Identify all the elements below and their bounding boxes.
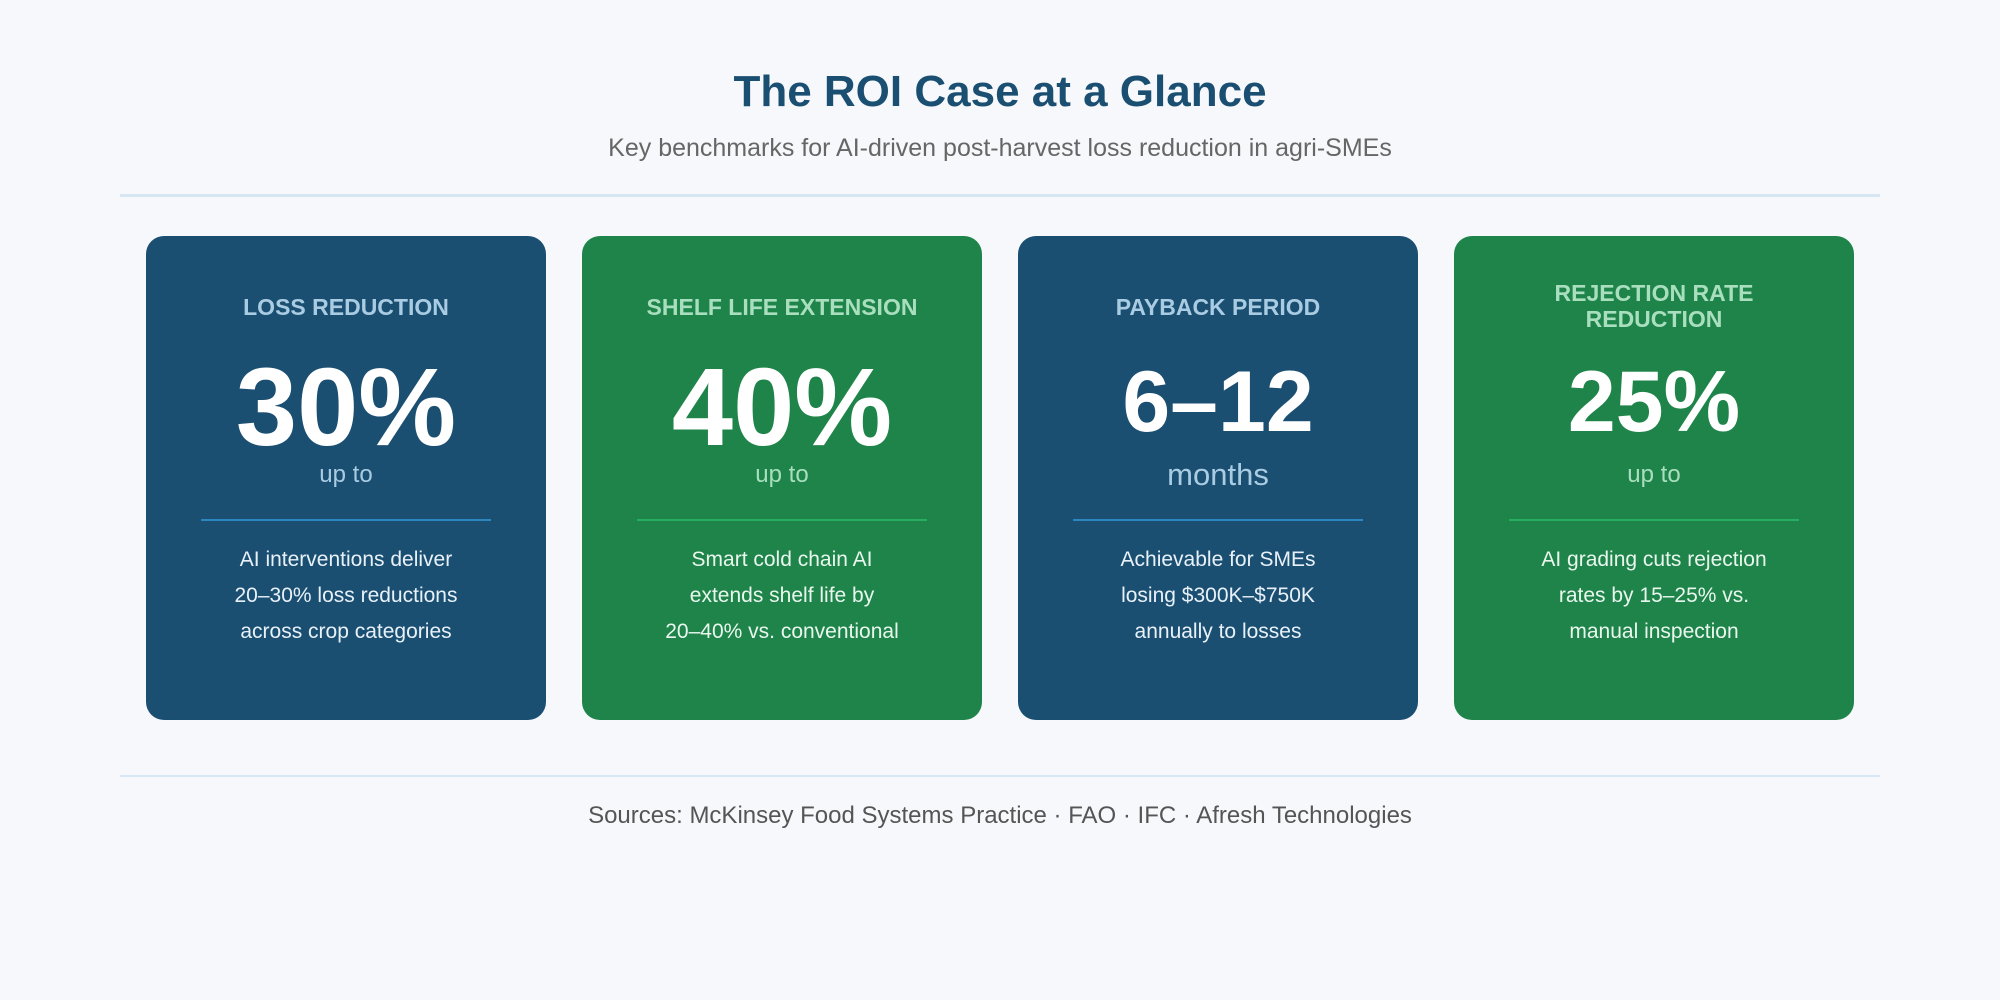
card-unit: up to — [755, 461, 809, 488]
card-description-line: rates by 15–25% vs. — [1558, 584, 1750, 607]
footer-divider — [120, 775, 1880, 777]
card-description-line: annually to losses — [1134, 620, 1302, 643]
card-description: AI grading cuts rejection rates by 15–25… — [1484, 542, 1824, 650]
card-description: Smart cold chain AI extends shelf life b… — [612, 542, 952, 650]
card-description-line: losing $300K–$750K — [1121, 584, 1315, 607]
stat-card-shelf-life-extension: SHELF LIFE EXTENSION 40% up to Smart col… — [582, 236, 982, 720]
card-label-line: REJECTION RATE — [1554, 280, 1754, 306]
page-title: The ROI Case at a Glance — [733, 67, 1267, 116]
card-label: REJECTION RATE REDUCTION — [1474, 280, 1834, 332]
card-divider — [1073, 519, 1363, 521]
card-label: SHELF LIFE EXTENSION — [646, 294, 918, 320]
page-subtitle: Key benchmarks for AI-driven post-harves… — [608, 134, 1392, 162]
card-value: 40% — [671, 346, 893, 469]
card-description-line: Achievable for SMEs — [1120, 548, 1316, 571]
card-value: 30% — [235, 346, 457, 469]
card-description-line: AI grading cuts rejection — [1541, 548, 1767, 571]
sources-footnote: Sources: McKinsey Food Systems Practice … — [588, 802, 1412, 829]
card-unit: up to — [319, 461, 373, 488]
header-divider — [120, 194, 1880, 197]
card-description-line: extends shelf life by — [689, 584, 875, 607]
card-value: 25% — [1567, 354, 1741, 450]
card-description-line: across crop categories — [240, 620, 452, 643]
card-description-line: manual inspection — [1569, 620, 1739, 643]
card-divider — [637, 519, 927, 521]
card-unit: up to — [1627, 461, 1681, 488]
card-divider — [1509, 519, 1799, 521]
card-label-line: REDUCTION — [1585, 306, 1723, 332]
stat-card-rejection-rate-reduction: REJECTION RATE REDUCTION 25% up to AI gr… — [1454, 236, 1854, 720]
card-description-line: 20–30% loss reductions — [234, 584, 458, 607]
stat-card-loss-reduction: LOSS REDUCTION 30% up to AI intervention… — [146, 236, 546, 720]
card-description-line: AI interventions deliver — [239, 548, 453, 571]
card-divider — [201, 519, 491, 521]
card-label: PAYBACK PERIOD — [1115, 294, 1321, 320]
card-description-line: Smart cold chain AI — [691, 548, 873, 571]
card-description-line: 20–40% vs. conventional — [665, 620, 899, 643]
card-unit: months — [1167, 457, 1269, 492]
card-value: 6–12 — [1122, 354, 1314, 450]
card-description: Achievable for SMEs losing $300K–$750K a… — [1048, 542, 1388, 650]
card-label: LOSS REDUCTION — [243, 294, 449, 320]
card-description: AI interventions deliver 20–30% loss red… — [176, 542, 516, 650]
stat-card-payback-period: PAYBACK PERIOD 6–12 months Achievable fo… — [1018, 236, 1418, 720]
